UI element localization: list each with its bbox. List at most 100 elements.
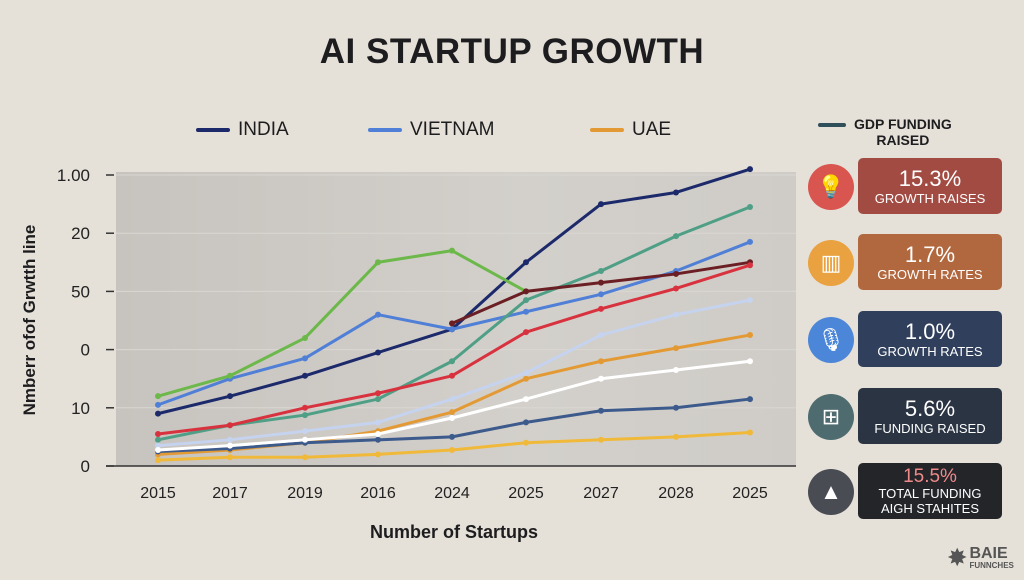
- y-tick-label: 1.00: [57, 166, 90, 185]
- x-axis-label: Number of Startups: [370, 522, 539, 542]
- data-point: [673, 270, 679, 277]
- data-point: [598, 201, 604, 208]
- stat-value: 1.7%: [904, 241, 956, 267]
- data-point: [449, 409, 455, 416]
- logo-text: BAIE: [969, 545, 1008, 562]
- data-point: [673, 233, 679, 240]
- data-point: [449, 414, 455, 421]
- data-point: [302, 355, 308, 362]
- stat-card-body: 5.6% FUNDING RAISED: [858, 388, 1002, 444]
- data-point: [227, 422, 233, 429]
- legend-item-india: INDIA: [196, 119, 289, 141]
- logo-text: FUNNCHES: [969, 561, 1014, 570]
- stat-card-body: 1.0% GROWTH RATES: [858, 311, 1002, 367]
- stat-label: AIGH STAHITES: [881, 500, 979, 516]
- data-point: [375, 419, 381, 426]
- data-point: [302, 436, 308, 443]
- data-point: [375, 311, 381, 318]
- legend-swatch: [196, 128, 230, 132]
- stat-card: 🎙 1.0% GROWTH RATES: [808, 311, 1004, 369]
- data-point: [523, 439, 529, 446]
- data-point: [449, 326, 455, 333]
- data-point: [155, 457, 161, 464]
- logo-icon: ✸: [948, 545, 967, 570]
- legend-swatch: [368, 128, 402, 132]
- x-tick-label: 2019: [287, 485, 323, 502]
- legend-swatch: [590, 128, 624, 132]
- data-point: [673, 311, 679, 318]
- microphone-icon: 🎙: [808, 317, 854, 363]
- basket-icon: ⊞: [808, 394, 854, 440]
- data-point: [155, 442, 161, 449]
- data-point: [155, 430, 161, 437]
- y-tick-label: 20: [71, 224, 90, 243]
- legend-label: UAE: [632, 119, 672, 140]
- data-point: [673, 404, 679, 411]
- legend-label: VIETNAM: [410, 119, 495, 140]
- data-point: [673, 285, 679, 292]
- series-line-3: [157, 249, 527, 398]
- legend-item-vietnam: VIETNAM: [368, 119, 494, 141]
- x-tick-label: 2017: [212, 485, 248, 502]
- x-tick-label: 2016: [360, 485, 396, 502]
- plot-area: [116, 172, 796, 466]
- data-point: [302, 372, 308, 379]
- data-point: [747, 204, 753, 211]
- stat-label: GROWTH RAISES: [874, 190, 986, 206]
- stat-label: GROWTH RATES: [877, 266, 983, 282]
- data-point: [747, 358, 753, 365]
- stat-card-body: 15.3% GROWTH RAISES: [858, 158, 1002, 214]
- stat-card: ⊞ 5.6% FUNDING RAISED: [808, 388, 1004, 446]
- data-point: [227, 436, 233, 443]
- data-point: [673, 189, 679, 196]
- stat-label: TOTAL FUNDING: [878, 485, 982, 501]
- legend-swatch: [818, 123, 846, 127]
- data-point: [375, 390, 381, 397]
- data-point: [598, 407, 604, 414]
- data-point: [523, 329, 529, 336]
- data-point: [155, 436, 161, 443]
- data-point: [598, 279, 604, 286]
- data-point: [155, 401, 161, 408]
- legend-label: INDIA: [238, 119, 289, 140]
- y-tick-label: 50: [71, 282, 90, 301]
- data-point: [747, 297, 753, 304]
- data-point: [523, 375, 529, 382]
- stat-card: 💡 15.3% GROWTH RAISES: [808, 158, 1004, 216]
- data-point: [449, 446, 455, 453]
- stat-value: 15.5%: [903, 465, 957, 487]
- legend-item-uae: UAE: [590, 119, 671, 141]
- x-tick-label: 2015: [140, 485, 176, 502]
- stat-card-body: 15.5% TOTAL FUNDING AIGH STAHITES: [858, 463, 1002, 519]
- data-point: [598, 305, 604, 312]
- y-tick-label: 0: [81, 457, 90, 476]
- chart-title: AI STARTUP GROWTH: [319, 32, 705, 71]
- stat-value: 1.0%: [904, 318, 956, 344]
- line-chart: 0 10 0 50 20 1.00 2015 2017 2019 2016 2024 2025 2027…: [57, 166, 796, 502]
- data-point: [227, 442, 233, 449]
- data-point: [598, 358, 604, 365]
- x-tick-label: 2025: [508, 485, 544, 502]
- stat-card: ▲ 15.5% TOTAL FUNDING AIGH STAHITES: [808, 463, 1004, 521]
- data-point: [302, 334, 308, 341]
- data-point: [375, 259, 381, 266]
- data-point: [302, 454, 308, 461]
- data-point: [449, 247, 455, 254]
- data-point: [673, 345, 679, 352]
- stat-value: 15.3%: [898, 165, 962, 191]
- data-point: [673, 433, 679, 440]
- data-point: [449, 396, 455, 403]
- stat-label: GROWTH RATES: [877, 343, 983, 359]
- legend-label: GDP FUNDING: [854, 116, 952, 132]
- triangles-icon: ▲: [808, 469, 854, 515]
- data-point: [523, 419, 529, 426]
- data-point: [227, 454, 233, 461]
- y-tick-label: 0: [81, 341, 90, 360]
- data-point: [598, 332, 604, 339]
- data-point: [747, 262, 753, 269]
- data-point: [523, 297, 529, 304]
- data-point: [673, 366, 679, 373]
- stat-card: ▥ 1.7% GROWTH RATES: [808, 234, 1004, 292]
- data-point: [523, 396, 529, 403]
- data-point: [375, 436, 381, 443]
